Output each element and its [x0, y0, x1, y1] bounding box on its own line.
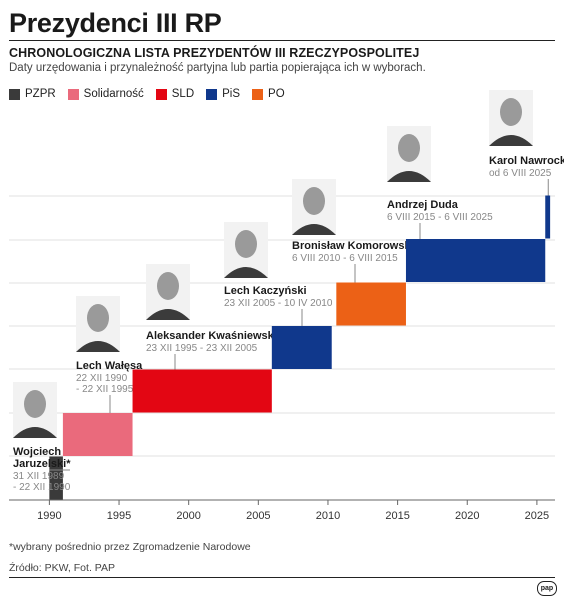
legend-swatch: [67, 88, 79, 100]
footer-divider: [9, 577, 555, 578]
portrait-photo: [387, 126, 431, 182]
legend-label: SLD: [171, 88, 195, 100]
legend-label: PZPR: [25, 88, 56, 100]
president-name: Karol Nawrocki: [489, 155, 564, 167]
legend: PZPR Solidarność SLD PiS PO: [9, 88, 285, 100]
president-name: Andrzej Duda: [387, 199, 459, 211]
term-dates: - 22 XII 1995: [76, 384, 134, 395]
term-bar-7: [545, 195, 551, 239]
x-tick-label: 2015: [385, 510, 409, 522]
term-dates: 22 XII 1990: [76, 373, 128, 384]
president-name: Wojciech: [13, 446, 61, 458]
chart-description: Daty urzędowania i przynależność partyjn…: [9, 62, 426, 74]
president-name: Bronisław Komorowski: [292, 240, 414, 252]
x-tick-label: 2000: [176, 510, 200, 522]
term-dates: 6 VIII 2015 - 6 VIII 2025: [387, 212, 493, 223]
term-bar-1: [49, 456, 63, 500]
legend-item-sld: SLD: [155, 88, 195, 100]
portrait-photo: [489, 90, 533, 146]
portrait-photo: [13, 382, 57, 438]
chart-subtitle: CHRONOLOGICZNA LISTA PREZYDENTÓW III RZE…: [9, 46, 420, 60]
legend-swatch: [9, 88, 20, 100]
term-bar-4: [271, 326, 332, 369]
pap-logo: pap: [537, 581, 557, 596]
x-tick-label: 1995: [107, 510, 131, 522]
x-tick-label: 2010: [316, 510, 340, 522]
x-tick-label: 2020: [455, 510, 479, 522]
president-name: Jaruzelski*: [13, 458, 71, 470]
term-bar-5: [336, 282, 406, 326]
term-dates: 23 XII 2005 - 10 IV 2010: [224, 298, 333, 309]
legend-label: PiS: [222, 88, 241, 100]
legend-label: Solidarność: [83, 88, 144, 100]
title-divider: [9, 40, 555, 41]
legend-swatch: [206, 88, 218, 100]
term-bar-6: [405, 239, 546, 282]
footnote: *wybrany pośrednio przez Zgromadzenie Na…: [9, 541, 251, 553]
x-tick-label: 2005: [246, 510, 270, 522]
president-name: Lech Wałęsa: [76, 360, 143, 372]
portrait-photo: [292, 179, 336, 235]
term-dates: 6 VIII 2010 - 6 VIII 2015: [292, 253, 398, 264]
term-dates: 31 XII 1989: [13, 471, 65, 482]
legend-item-pis: PiS: [206, 88, 240, 100]
term-dates: - 22 XII 1990: [13, 482, 71, 493]
legend-swatch: [155, 88, 167, 100]
legend-item-po: PO: [252, 88, 285, 100]
x-tick-label: 1990: [37, 510, 61, 522]
source-note: Źródło: PKW, Fot. PAP: [9, 562, 116, 574]
term-bar-3: [132, 369, 272, 413]
term-dates: 23 XII 1995 - 23 XII 2005: [146, 343, 258, 354]
term-dates: od 6 VIII 2025: [489, 168, 552, 179]
x-tick-label: 2025: [525, 510, 549, 522]
page-title: Prezydenci III RP: [9, 8, 222, 38]
legend-label: PO: [268, 88, 285, 100]
legend-item-solidarność: Solidarność: [67, 88, 144, 100]
legend-item-pzpr: PZPR: [9, 88, 56, 100]
portrait-photo: [146, 264, 190, 320]
president-name: Aleksander Kwaśniewski: [146, 330, 277, 342]
president-name: Lech Kaczyński: [224, 285, 307, 297]
portrait-photo: [224, 222, 268, 278]
portrait-photo: [76, 296, 120, 352]
term-bar-2: [62, 413, 133, 456]
legend-swatch: [252, 88, 264, 100]
